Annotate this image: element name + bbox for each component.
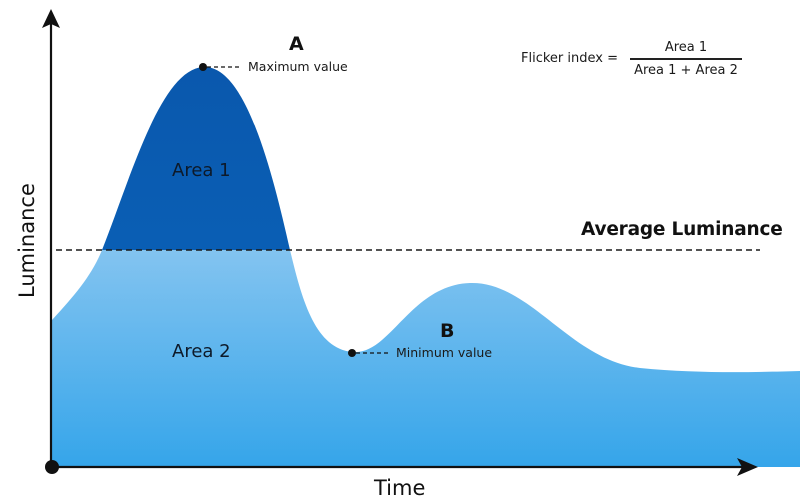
formula-fraction: Area 1 Area 1 + Area 2 [629,40,742,78]
average-luminance-label: Average Luminance [581,219,783,240]
y-axis-arrow-icon [42,9,60,28]
formula-numerator: Area 1 [664,40,708,55]
flicker-index-formula: Flicker index = Area 1 Area 1 + Area 2 [521,40,742,78]
point-a-label: A [289,33,304,55]
area-2-label: Area 2 [172,341,231,362]
max-value-annotation: Maximum value [248,59,348,74]
formula-denominator: Area 1 + Area 2 [634,62,738,78]
area-1-region [102,66,290,250]
area-1-label: Area 1 [172,160,231,181]
min-value-annotation: Minimum value [396,345,493,360]
point-b-label: B [440,320,455,342]
x-axis-label: Time [374,476,426,500]
formula-lhs: Flicker index = [521,51,618,67]
area-2-region [52,250,800,467]
fraction-bar [629,58,742,60]
y-axis-label: Luminance [15,183,39,298]
origin-dot [45,460,59,474]
max-point-dot [199,63,207,71]
min-point-dot [348,349,356,357]
x-axis-arrow-icon [737,458,758,476]
